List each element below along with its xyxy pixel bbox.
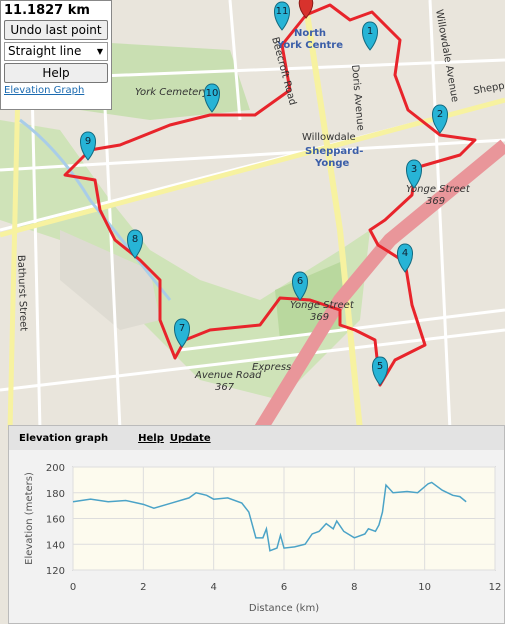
control-panel: 11.1827 km Undo last point Straight line… [0, 0, 112, 110]
road-major [0, 97, 505, 238]
x-tick-label: 2 [140, 582, 146, 593]
x-tick-label: 10 [418, 582, 431, 593]
road-major [302, 0, 363, 431]
y-tick-label: 160 [46, 515, 65, 526]
route-marker[interactable] [432, 104, 448, 134]
dropdown-arrow: ▼ [96, 47, 103, 56]
map-label: Yonge Street [290, 300, 355, 311]
y-axis-label: Elevation (meters) [24, 472, 35, 565]
map-label: Yonge Street [406, 184, 471, 195]
park [0, 120, 370, 400]
y-tick-label: 200 [46, 463, 65, 474]
mode-select[interactable]: Straight line ▼ [4, 42, 108, 61]
elevation-title: Elevation graph [19, 433, 109, 444]
marker-label: 6 [297, 276, 303, 287]
update-link[interactable]: Update [169, 433, 211, 444]
map-label: York Cemetery [135, 87, 209, 98]
x-tick-label: 0 [70, 582, 76, 593]
map-label: 367 [215, 382, 235, 393]
route-marker[interactable] [372, 356, 388, 386]
river [19, 118, 172, 301]
marker-label: 9 [85, 136, 91, 147]
marker-label: 4 [402, 248, 408, 259]
marker-label: 3 [411, 164, 417, 175]
map-label: York Centre [276, 40, 343, 51]
field [60, 230, 160, 330]
map-label: 369 [310, 312, 329, 323]
route-marker[interactable] [406, 159, 422, 189]
route-marker[interactable] [204, 83, 220, 113]
x-tick-label: 4 [210, 582, 216, 593]
x-axis-label: Distance (km) [249, 603, 319, 614]
y-tick-label: 140 [46, 540, 65, 551]
marker-label: 5 [377, 361, 383, 372]
map-label: Yonge [314, 158, 349, 169]
route-marker[interactable] [274, 1, 290, 31]
map-label: 369 [426, 196, 445, 207]
marker-label: 11 [276, 6, 289, 17]
map-label: North [294, 28, 326, 39]
map-label: Sheppard- [305, 146, 363, 157]
marker-label: 10 [206, 88, 219, 99]
map-label: Willowdale [302, 132, 356, 143]
marker-label: 8 [132, 234, 138, 245]
marker-label: 2 [437, 109, 443, 120]
help-link[interactable]: Help [138, 433, 164, 444]
route-marker[interactable] [127, 229, 143, 259]
route-marker[interactable] [397, 243, 413, 273]
map-label: Bathurst Street [15, 255, 29, 332]
x-tick-label: 6 [281, 582, 287, 593]
route [63, 3, 477, 387]
distance: 11.1827 km [4, 3, 90, 18]
marker-label: 7 [179, 323, 185, 334]
undo-button[interactable]: Undo last point [4, 20, 108, 40]
elevation-header: Elevation graph Help Update [9, 426, 504, 450]
x-tick-label: 8 [351, 582, 357, 593]
route-marker[interactable] [174, 318, 190, 348]
y-tick-label: 180 [46, 489, 65, 500]
map-label: Avenue Road [194, 370, 262, 381]
elevation-line [72, 481, 467, 552]
marker-label: 1 [367, 26, 373, 37]
end-marker[interactable] [298, 0, 314, 19]
map-label: Express [252, 362, 291, 373]
highway [254, 139, 505, 434]
route-marker[interactable] [292, 271, 308, 301]
help-button[interactable]: Help [4, 63, 108, 83]
route-marker[interactable] [80, 131, 96, 161]
y-tick-label: 120 [46, 566, 65, 577]
route-marker[interactable] [362, 21, 378, 51]
mode-text: Straight line [8, 44, 82, 58]
elevation-link[interactable]: Elevation Graph [4, 85, 85, 96]
x-tick-label: 12 [489, 582, 502, 593]
